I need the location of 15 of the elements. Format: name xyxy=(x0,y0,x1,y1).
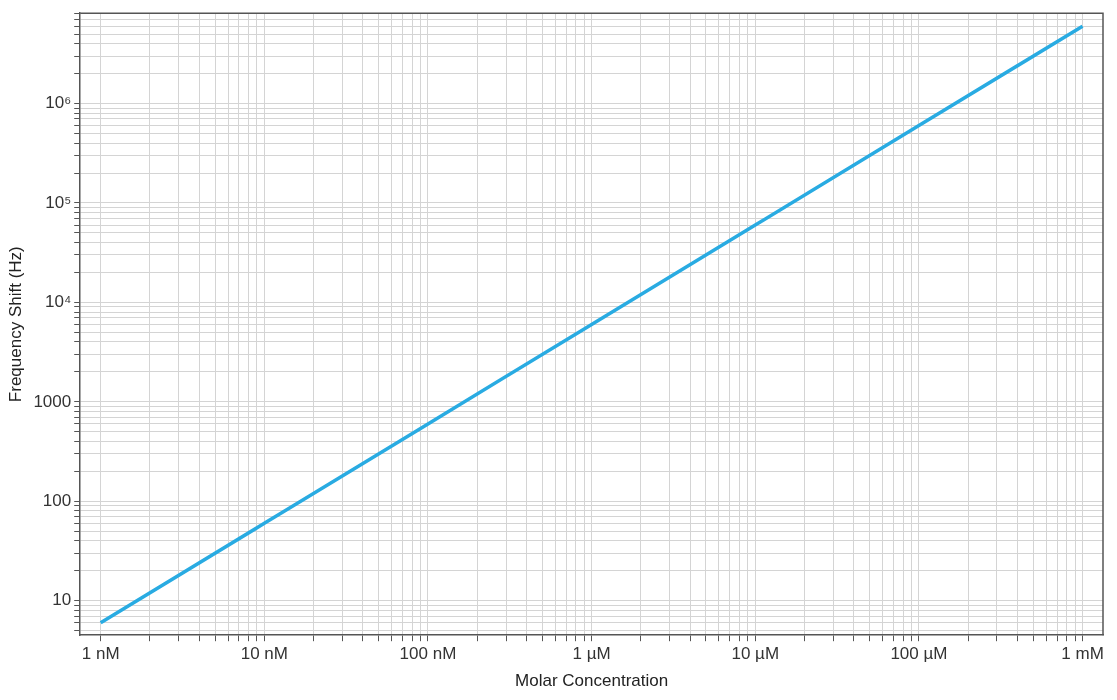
y-tick-label: 100 xyxy=(42,490,72,510)
x-tick-label: 1 µM xyxy=(572,644,611,664)
x-tick-label: 1 nM xyxy=(81,644,120,664)
y-tick-label: 1000 xyxy=(33,391,72,411)
x-axis-title: Molar Concentration xyxy=(515,671,669,691)
y-axis-title: Frequency Shift (Hz) xyxy=(5,246,25,403)
x-tick-label: 10 nM xyxy=(240,644,288,664)
y-tick-label: 10⁶ xyxy=(45,93,72,113)
x-tick-label: 10 µM xyxy=(731,644,780,664)
y-tick-label: 10⁴ xyxy=(45,292,72,312)
x-tick-label: 100 nM xyxy=(399,644,457,664)
y-tick-label: 10 xyxy=(52,590,72,610)
x-tick-label: 1 mM xyxy=(1061,644,1104,664)
x-tick-label: 100 µM xyxy=(890,644,948,664)
y-tick-label: 10⁵ xyxy=(45,192,72,212)
